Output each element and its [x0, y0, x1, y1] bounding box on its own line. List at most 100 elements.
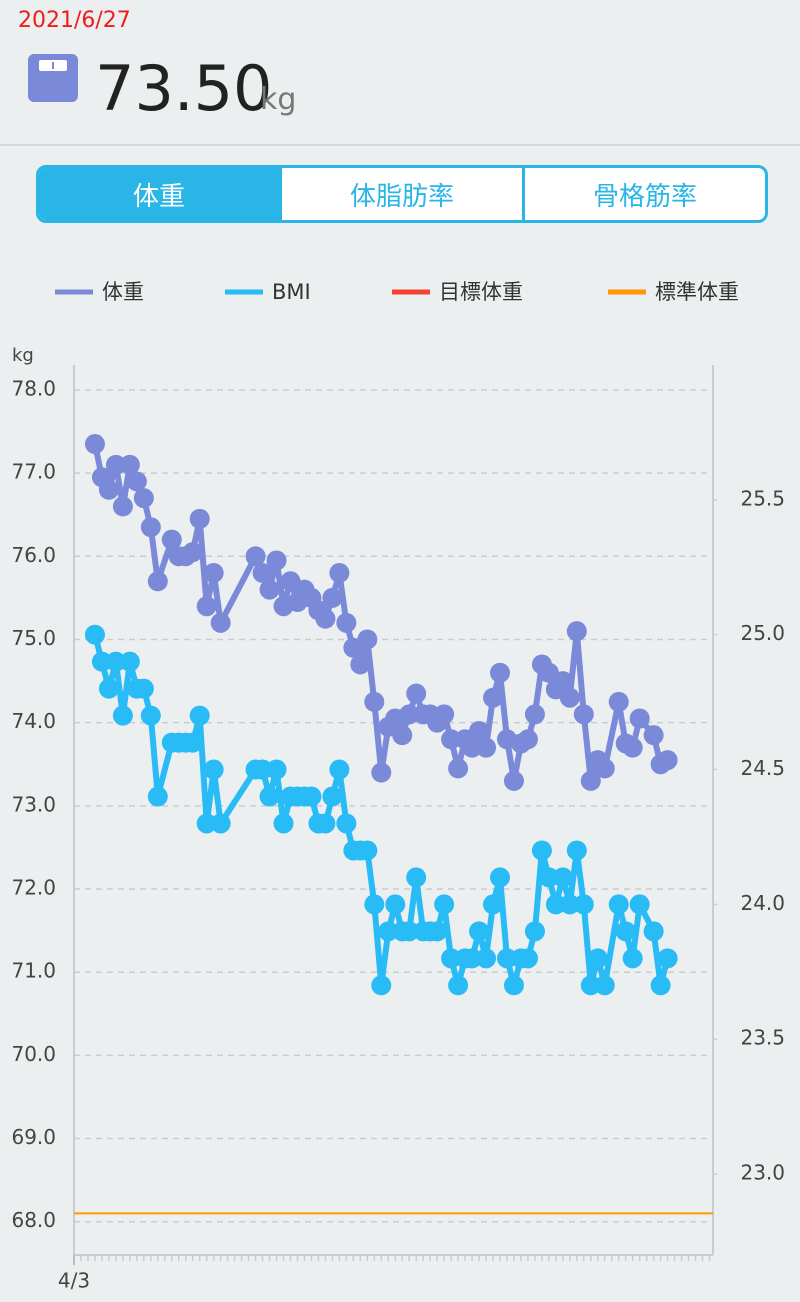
data-point	[622, 737, 643, 758]
data-point	[182, 732, 203, 753]
tab[interactable]: 骨格筋率	[522, 168, 765, 220]
y2-tick-label: 25.0	[740, 621, 785, 645]
data-point	[147, 571, 168, 592]
data-point	[490, 662, 510, 683]
data-point	[462, 737, 483, 758]
data-point	[455, 948, 476, 969]
data-point	[503, 975, 524, 996]
data-point	[203, 562, 224, 583]
data-point	[378, 921, 399, 942]
y-tick-label: 77.0	[11, 460, 56, 484]
data-point	[112, 496, 133, 517]
data-point	[315, 813, 336, 834]
data-point	[427, 921, 448, 942]
data-point	[545, 679, 566, 700]
data-point	[175, 546, 196, 567]
data-point	[524, 704, 545, 725]
data-point	[545, 894, 566, 915]
data-point	[266, 550, 287, 571]
data-point	[629, 894, 650, 915]
y2-tick-label: 24.5	[740, 756, 785, 780]
data-point	[301, 587, 322, 608]
data-point	[364, 894, 385, 915]
data-point	[126, 471, 147, 492]
data-point	[91, 651, 112, 672]
data-point	[517, 729, 538, 750]
data-point	[538, 662, 559, 683]
data-point	[385, 708, 406, 729]
data-point	[524, 921, 545, 942]
data-point	[294, 579, 315, 600]
data-point	[161, 529, 182, 550]
y2-tick-label: 24.0	[740, 891, 785, 915]
data-point	[210, 612, 231, 633]
data-point	[469, 720, 490, 741]
data-point	[573, 704, 594, 725]
data-point	[622, 948, 643, 969]
data-point	[552, 671, 573, 692]
data-point	[140, 705, 161, 726]
data-point	[503, 770, 524, 791]
y2-tick-label: 23.0	[740, 1161, 785, 1185]
data-point	[413, 921, 434, 942]
y-tick-label: 68.0	[11, 1208, 56, 1232]
current-weight: 73.50	[95, 52, 273, 125]
data-point	[392, 921, 413, 942]
data-point	[378, 716, 399, 737]
data-point	[266, 759, 287, 780]
data-point	[203, 759, 224, 780]
data-point	[252, 562, 273, 583]
data-point	[308, 813, 329, 834]
data-point	[650, 975, 671, 996]
data-point	[448, 758, 469, 779]
data-point	[608, 691, 629, 712]
data-point	[615, 733, 636, 754]
data-point	[140, 517, 161, 538]
data-point	[98, 479, 119, 500]
data-point	[133, 678, 154, 699]
data-point	[280, 786, 301, 807]
data-point	[259, 786, 280, 807]
data-point	[573, 894, 594, 915]
data-point	[455, 729, 476, 750]
data-point	[559, 687, 580, 708]
data-point	[650, 754, 671, 775]
data-point	[357, 840, 378, 861]
y-tick-label: 76.0	[11, 543, 56, 567]
data-point	[420, 921, 441, 942]
tab[interactable]: 体重	[39, 168, 279, 220]
data-point	[287, 592, 308, 613]
data-point	[294, 786, 315, 807]
date: 2021/6/27	[18, 8, 131, 33]
data-point	[483, 894, 504, 915]
data-point	[280, 571, 301, 592]
y2-tick-label: 25.5	[740, 486, 785, 510]
data-point	[112, 705, 133, 726]
data-point	[587, 750, 608, 771]
data-point	[420, 704, 441, 725]
data-point	[552, 867, 573, 888]
data-point	[399, 921, 420, 942]
legend-label: 体重	[102, 280, 144, 304]
data-point	[189, 508, 210, 529]
data-point	[189, 705, 210, 726]
data-point	[84, 624, 105, 645]
data-point	[273, 596, 294, 617]
data-point	[580, 975, 601, 996]
tab[interactable]: 体脂肪率	[279, 168, 522, 220]
data-point	[476, 737, 497, 758]
weight-unit: kg	[260, 82, 297, 117]
y-tick-label: 75.0	[11, 626, 56, 650]
data-point	[643, 725, 664, 746]
data-point	[531, 654, 552, 675]
data-point	[427, 712, 448, 733]
legend-label: 目標体重	[439, 280, 523, 304]
data-point	[483, 687, 504, 708]
data-point	[469, 921, 490, 942]
data-point	[322, 587, 343, 608]
data-point	[343, 840, 364, 861]
data-point	[531, 840, 552, 861]
data-point	[84, 434, 105, 455]
data-point	[399, 704, 420, 725]
y-axis-label: kg	[12, 345, 34, 366]
